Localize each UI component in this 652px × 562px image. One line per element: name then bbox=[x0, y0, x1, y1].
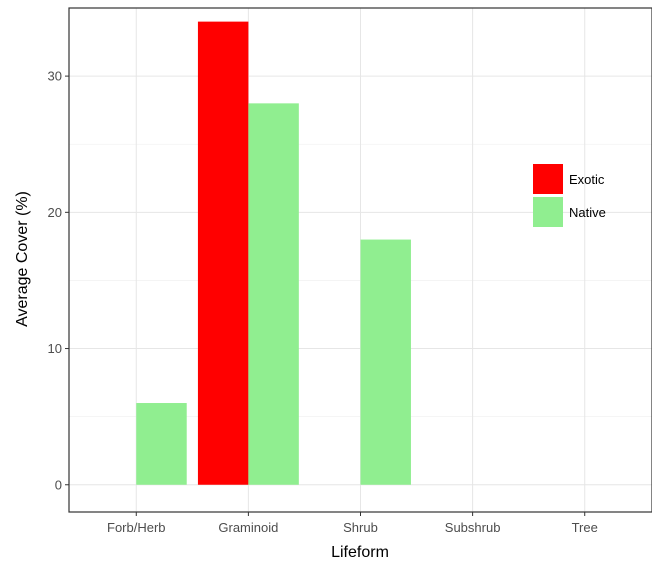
legend-label-exotic: Exotic bbox=[569, 172, 605, 187]
y-tick-label: 0 bbox=[55, 477, 62, 492]
y-tick-label: 20 bbox=[48, 205, 62, 220]
bar-native bbox=[360, 239, 411, 485]
bars bbox=[136, 21, 411, 485]
y-tick-label: 10 bbox=[48, 341, 62, 356]
x-tick-label: Tree bbox=[572, 520, 598, 535]
x-tick-label: Subshrub bbox=[445, 520, 501, 535]
legend-key-exotic bbox=[533, 164, 563, 194]
x-axis: Forb/Herb Graminoid Shrub Subshrub Tree bbox=[107, 512, 598, 535]
x-tick-label: Forb/Herb bbox=[107, 520, 166, 535]
bar-exotic bbox=[197, 21, 249, 485]
y-axis-title: Average Cover (%) bbox=[14, 191, 31, 327]
y-tick-label: 30 bbox=[48, 69, 62, 84]
x-axis-title: Lifeform bbox=[331, 544, 389, 561]
legend-label-native: Native bbox=[569, 205, 606, 220]
x-tick-label: Graminoid bbox=[218, 520, 278, 535]
legend: Exotic Native bbox=[533, 164, 606, 227]
x-tick-label: Shrub bbox=[343, 520, 378, 535]
legend-key-native bbox=[533, 197, 563, 227]
bar-native bbox=[248, 103, 299, 485]
y-axis: 0 10 20 30 bbox=[48, 69, 69, 492]
bar-native bbox=[136, 403, 187, 485]
